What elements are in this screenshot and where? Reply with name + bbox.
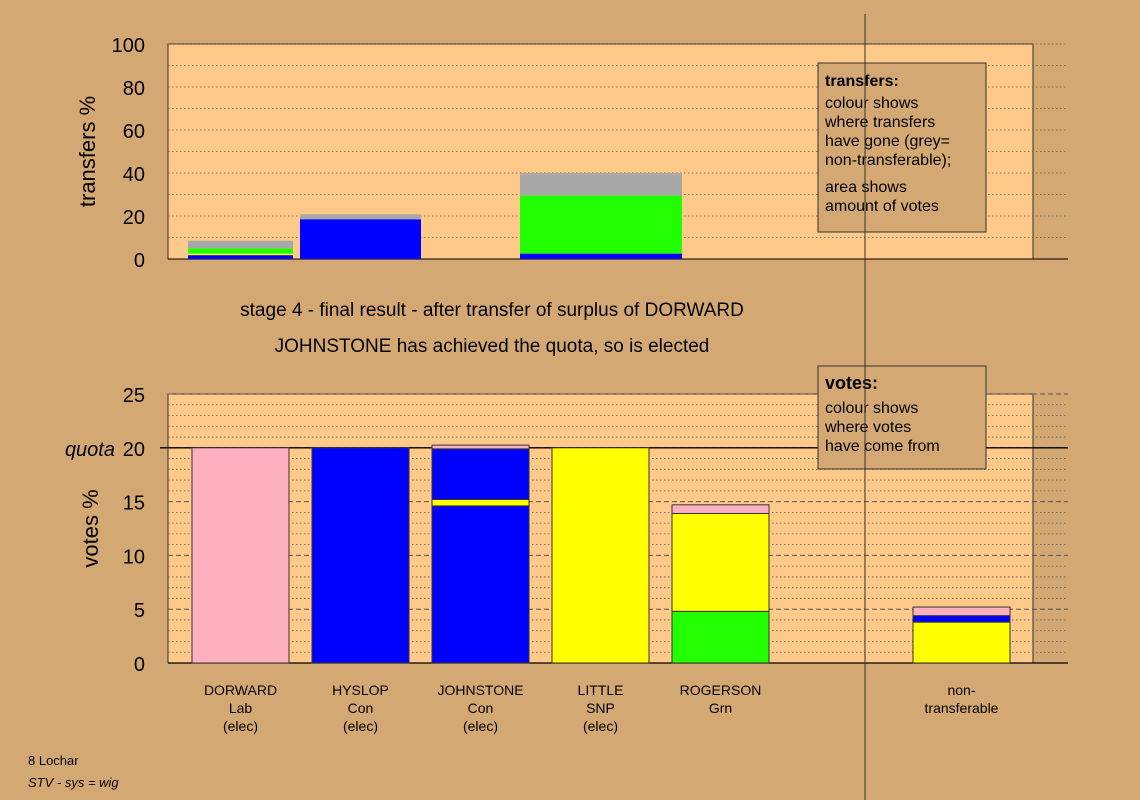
quota-label: quota (65, 439, 115, 461)
transfers-y-tick-label: 0 (134, 250, 145, 272)
transfers-y-tick-label: 20 (123, 207, 145, 229)
transfers-y-axis-label: transfers % (75, 96, 100, 207)
votes-bar-3-snp-0 (551, 447, 650, 664)
votes-bar-2-con-2 (431, 448, 530, 500)
votes-y-tick-label: 15 (123, 493, 145, 515)
votes-category-label: transferable (925, 700, 999, 716)
transfers-legend-line: non-transferable); (825, 152, 951, 169)
votes-chart: 0 5 10 15 20 25 votes % quota DORWARD Lab (elec) HY… (65, 365, 1068, 734)
votes-bar-1-con-0 (311, 447, 410, 664)
transfers-chart: 0 20 40 60 80 100 transfers % transfers: colour … (75, 35, 1068, 272)
votes-category-label: SNP (586, 700, 615, 716)
votes-category-label: (elec) (223, 718, 258, 734)
votes-y-tick-label: 10 (123, 546, 145, 568)
votes-legend-line: where votes (824, 419, 911, 436)
votes-legend-line: have come from (825, 438, 940, 455)
votes-bar-5-con-1 (912, 615, 1011, 623)
transfers-legend-heading: transfers: (825, 73, 899, 90)
votes-category-label: Lab (229, 700, 253, 716)
votes-category-label: non- (947, 682, 975, 698)
votes-category-label: Con (468, 700, 494, 716)
transfers-bar-rogerson-nontransferable (520, 173, 682, 196)
transfers-y-tick-label: 100 (112, 35, 145, 57)
votes-bar-4-lab-2 (671, 504, 770, 514)
transfers-bar-dorward-grn (188, 248, 293, 254)
votes-y-tick-label: 0 (134, 654, 145, 676)
votes-bar-2-lab-3 (431, 444, 530, 450)
transfers-y-tick-label: 40 (123, 164, 145, 186)
votes-y-tick-label: 25 (123, 385, 145, 407)
votes-y-axis-label: votes % (78, 489, 103, 567)
transfers-y-tick-label: 60 (123, 121, 145, 143)
votes-legend-box (817, 365, 987, 470)
votes-category-label: (elec) (463, 718, 498, 734)
system-label: STV - sys = wig (28, 775, 119, 790)
stage-title: stage 4 - final result - after transfer … (240, 300, 744, 321)
votes-bar-4-grn-0 (671, 610, 770, 664)
transfers-bar-dorward-nontransferable (188, 240, 293, 249)
votes-category-label: (elec) (343, 718, 378, 734)
votes-category-label: DORWARD (204, 682, 277, 698)
votes-category-label: Con (348, 700, 374, 716)
votes-category-label: (elec) (583, 718, 618, 734)
transfers-legend-note: area shows (825, 179, 907, 196)
votes-legend-line: colour shows (825, 400, 918, 417)
votes-y-tick-label: 5 (134, 600, 145, 622)
votes-category-label: JOHNSTONE (437, 682, 523, 698)
votes-category-label: Grn (709, 700, 732, 716)
transfers-legend-line: have gone (grey= (825, 133, 950, 150)
votes-category-label: LITTLE (578, 682, 624, 698)
votes-bar-2-con-0 (431, 505, 530, 664)
votes-y-tick-label: 20 (123, 439, 145, 461)
votes-category-label: HYSLOP (332, 682, 389, 698)
transfers-legend-line: where transfers (824, 114, 935, 131)
constituency-label: 8 Lochar (28, 753, 79, 768)
elected-message: JOHNSTONE has achieved the quota, so is … (274, 336, 710, 357)
transfers-legend-note: amount of votes (825, 198, 939, 215)
transfers-bar-hyslop-nontransferable (300, 214, 421, 220)
transfers-legend-box (817, 62, 987, 233)
votes-bar-5-snp-0 (912, 621, 1011, 664)
votes-category-label: ROGERSON (680, 682, 762, 698)
transfers-bar-dorward-snp (188, 253, 293, 256)
transfers-y-tick-label: 80 (123, 78, 145, 100)
transfers-bar-hyslop-con (300, 219, 421, 259)
votes-bar-5-lab-2 (912, 606, 1011, 617)
transfers-bar-dorward-con (188, 255, 293, 259)
transfers-bar-rogerson-con (520, 253, 682, 259)
votes-legend-heading: votes: (825, 373, 878, 393)
votes-bar-2-snp-1 (431, 498, 530, 507)
votes-bar-0-lab-0 (191, 447, 290, 664)
votes-bar-4-snp-1 (671, 512, 770, 612)
transfers-legend-line: colour shows (825, 95, 918, 112)
transfers-bar-rogerson-grn (520, 195, 682, 254)
